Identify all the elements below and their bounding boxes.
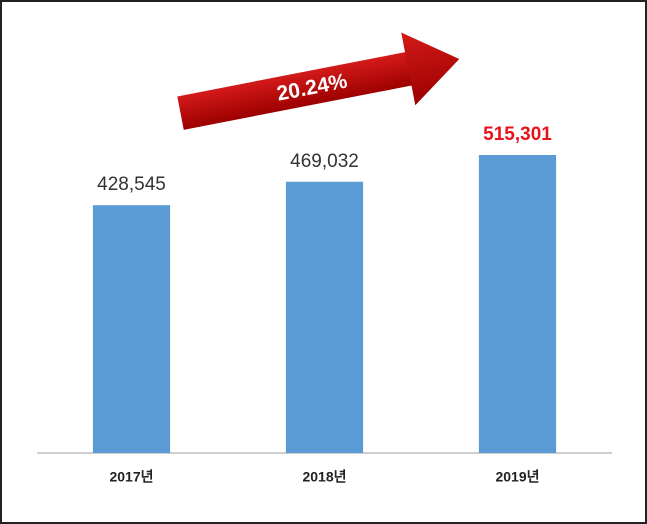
arrow-head [401, 32, 460, 106]
growth-arrow: 20.24% [177, 32, 460, 130]
value-label: 469,032 [290, 151, 359, 172]
value-label: 515,301 [483, 124, 552, 145]
bar [478, 155, 557, 453]
x-tick-label: 2017년 [109, 469, 153, 485]
arrow-shaft [177, 51, 416, 130]
bar [92, 205, 171, 453]
value-label: 428,545 [97, 174, 166, 195]
bar [285, 181, 364, 453]
x-tick-label: 2018년 [302, 469, 346, 485]
x-tick-label: 2019년 [495, 469, 539, 485]
